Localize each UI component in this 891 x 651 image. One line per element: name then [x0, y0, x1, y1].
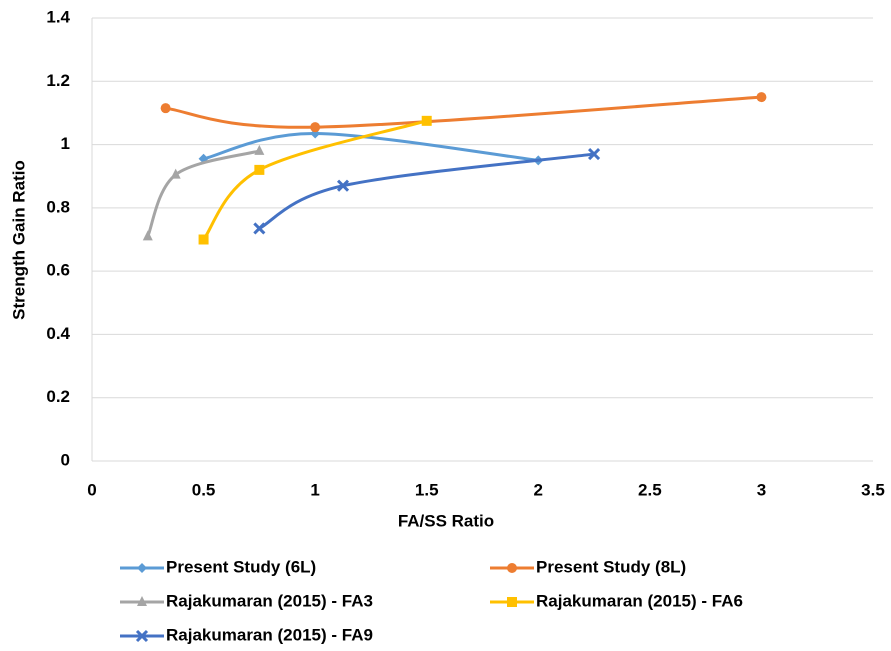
x-tick-label: 2.5 — [638, 480, 662, 499]
y-tick-label: 0.6 — [46, 261, 70, 280]
marker — [160, 103, 171, 114]
legend-marker — [135, 629, 149, 643]
legend-marker — [137, 563, 147, 573]
x-tick-label: 0 — [87, 480, 96, 499]
legend-label: Rajakumaran (2015) - FA9 — [166, 625, 373, 644]
marker — [421, 115, 432, 126]
marker — [198, 234, 209, 245]
x-tick-label: 0.5 — [192, 480, 216, 499]
legend-label: Rajakumaran (2015) - FA3 — [166, 591, 373, 610]
marker — [170, 168, 181, 179]
marker — [254, 144, 265, 155]
y-tick-label: 1.4 — [46, 7, 70, 26]
legend-label: Present Study (8L) — [536, 557, 686, 576]
x-tick-label: 2 — [534, 480, 543, 499]
marker — [254, 164, 265, 175]
y-tick-label: 1.2 — [46, 71, 70, 90]
x-tick-label: 1 — [310, 480, 319, 499]
marker — [588, 148, 601, 161]
x-axis-label: FA/SS Ratio — [398, 511, 494, 530]
marker — [756, 92, 767, 103]
y-tick-label: 1 — [61, 134, 70, 153]
series-line — [203, 131, 539, 162]
x-tick-label: 1.5 — [415, 480, 439, 499]
y-tick-label: 0.2 — [46, 387, 70, 406]
marker — [336, 179, 350, 192]
marker — [142, 230, 153, 241]
legend-marker — [137, 596, 147, 606]
series-line — [258, 152, 595, 230]
x-tick-label: 3.5 — [861, 480, 885, 499]
legend-label: Present Study (6L) — [166, 557, 316, 576]
marker — [310, 122, 321, 133]
legend-marker — [507, 597, 517, 607]
series-line — [165, 95, 762, 129]
y-tick-label: 0.8 — [46, 197, 70, 216]
y-tick-label: 0.4 — [46, 324, 70, 343]
legend-marker — [507, 563, 517, 573]
legend-label: Rajakumaran (2015) - FA6 — [536, 591, 743, 610]
x-tick-label: 3 — [757, 480, 766, 499]
marker — [253, 222, 266, 235]
series-line — [202, 119, 428, 241]
y-axis-label: Strength Gain Ratio — [9, 160, 28, 320]
y-tick-label: 0 — [61, 450, 70, 469]
